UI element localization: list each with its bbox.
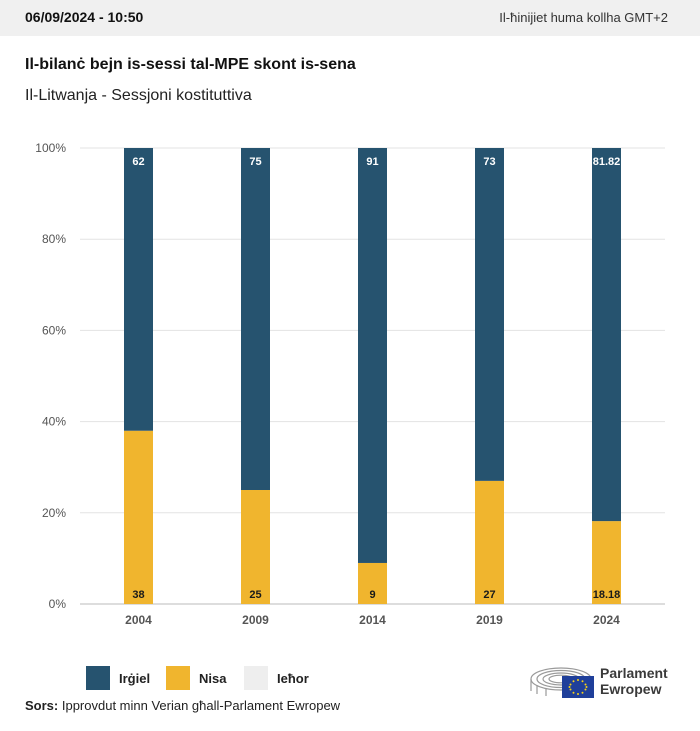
bar-women: [358, 562, 387, 604]
bar-men: [241, 148, 270, 490]
timestamp: 06/09/2024 - 10:50: [25, 9, 144, 25]
legend-label-men: Irġiel: [119, 671, 151, 686]
legend-swatch-men: [86, 666, 110, 690]
bar-women: [241, 490, 270, 604]
data-label-men: 81.82: [593, 156, 621, 168]
bar-men: [592, 148, 621, 522]
timezone-note: Il-ħinijiet huma kollha GMT+2: [499, 10, 668, 25]
bar-women: [475, 480, 504, 604]
legend-label-other: Ieħor: [277, 671, 309, 686]
stacked-bar-chart: 0% 20% 40% 60% 80% 100% 62 38 2004 75 25 2009 91 9 201…: [35, 141, 665, 627]
european-parliament-logo: Parlament Ewropew: [528, 659, 688, 703]
data-label-men: 75: [249, 156, 261, 168]
data-label-men: 62: [132, 156, 144, 168]
bar-men: [475, 148, 504, 481]
parliament-emblem-icon: [530, 667, 594, 698]
y-tick-label: 40%: [42, 415, 66, 429]
y-tick-label: 0%: [49, 597, 67, 611]
y-tick-label: 80%: [42, 232, 66, 246]
bar-men: [358, 148, 387, 563]
source-text: Ipprovdut minn Verian għall-Parlament Ew…: [61, 698, 341, 713]
top-bar: 06/09/2024 - 10:50 Il-ħinijiet huma koll…: [0, 0, 700, 36]
x-tick-label: 2009: [242, 613, 269, 627]
source-note: Sors: Ipprovdut minn Verian għall-Parlam…: [25, 698, 340, 713]
data-label-women: 27: [483, 589, 495, 601]
x-tick-label: 2004: [125, 613, 152, 627]
x-tick-label: 2024: [593, 613, 620, 627]
data-label-men: 73: [483, 156, 495, 168]
chart-title: Il-bilanċ bejn is-sessi tal-MPE skont is…: [25, 56, 356, 73]
legend-label-women: Nisa: [199, 671, 227, 686]
data-label-women: 9: [369, 589, 375, 601]
bar-women: [124, 430, 153, 604]
legend-swatch-other: [244, 666, 268, 690]
y-tick-label: 60%: [42, 323, 66, 337]
x-tick-label: 2019: [476, 613, 503, 627]
bar-women: [592, 521, 621, 604]
legend-swatch-women: [166, 666, 190, 690]
data-label-women: 25: [249, 589, 261, 601]
source-prefix: Sors:: [25, 698, 59, 713]
bar-men: [124, 148, 153, 431]
data-label-women: 38: [132, 589, 144, 601]
y-tick-label: 20%: [42, 506, 66, 520]
x-tick-label: 2014: [359, 613, 386, 627]
logo-line-2: Ewropew: [600, 681, 662, 697]
data-label-women: 18.18: [593, 589, 621, 601]
y-tick-label: 100%: [35, 141, 66, 155]
logo-line-1: Parlament: [600, 665, 668, 681]
chart-subtitle: Il-Litwanja - Sessjoni kostituttiva: [25, 87, 252, 104]
data-label-men: 91: [366, 156, 378, 168]
